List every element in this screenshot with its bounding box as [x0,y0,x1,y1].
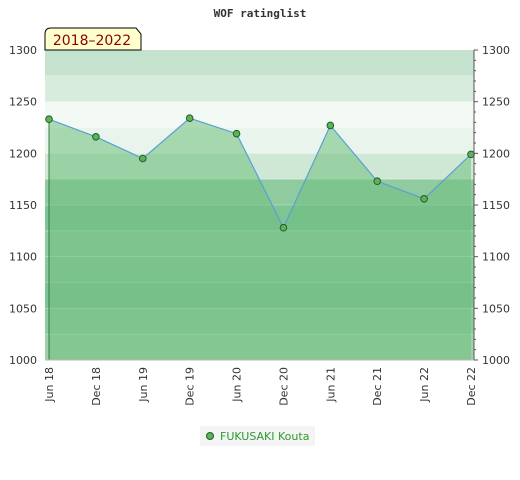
data-point [138,154,147,163]
rating-line [48,117,472,230]
x-tick-label: Dec 21 [371,367,384,406]
y-tick-label-right: 1000 [482,354,510,367]
y-tick-label-left: 1100 [9,251,37,264]
y-tick-label-left: 1050 [9,302,37,315]
y-tick-label-left: 1000 [9,354,37,367]
chart-title: WOF ratinglist [214,7,307,20]
x-tick-label: Dec 22 [465,367,478,406]
y-tick-label-right: 1150 [482,199,510,212]
y-axis-right: 1000 1050 1100 1150 1200 1250 1300 [473,44,510,367]
data-point [467,150,475,159]
data-point [326,121,335,130]
y-tick-label-left: 1150 [9,199,37,212]
data-point [373,177,382,186]
rating-points [45,114,475,232]
y-axis-left: 1000 1050 1100 1150 1200 1250 1300 [9,44,37,367]
data-point [185,114,194,122]
band [45,75,474,102]
data-point [92,133,100,141]
y-tick-label-left: 1200 [9,147,37,160]
rating-area [49,118,471,360]
y-tick-label-right: 1100 [482,251,510,264]
x-tick-label: Jun 22 [418,367,431,403]
y-tick-label-right: 1200 [482,147,510,160]
band [45,50,474,76]
legend-marker-icon [206,432,214,440]
x-tick-label: Jun 20 [231,367,244,403]
x-tick-label: Jun 21 [324,367,337,403]
period-badge: 2018–2022 [44,27,142,51]
y-tick-label-left: 1250 [9,96,37,109]
data-point [232,129,241,138]
y-tick-label-left: 1300 [9,44,37,57]
period-badge-label: 2018–2022 [53,33,131,49]
x-tick-label: Dec 18 [90,367,103,406]
x-tick-label: Dec 20 [277,367,290,406]
x-tick-label: Jun 18 [43,367,56,403]
x-tick-label: Dec 19 [184,367,197,406]
data-point [420,195,428,203]
y-tick-label-right: 1300 [482,44,510,57]
y-tick-label-right: 1250 [482,96,510,109]
y-tick-label-right: 1050 [482,302,510,315]
legend: FUKUSAKI Kouta [200,426,316,446]
band [45,101,474,128]
data-point [279,223,288,232]
data-point [45,115,53,124]
x-axis: Jun 18 Dec 18 Jun 19 Dec 19 Jun 20 Dec 20 Jun … [43,359,478,406]
x-tick-label: Jun 19 [137,367,150,403]
legend-series-label: FUKUSAKI Kouta [220,429,310,443]
